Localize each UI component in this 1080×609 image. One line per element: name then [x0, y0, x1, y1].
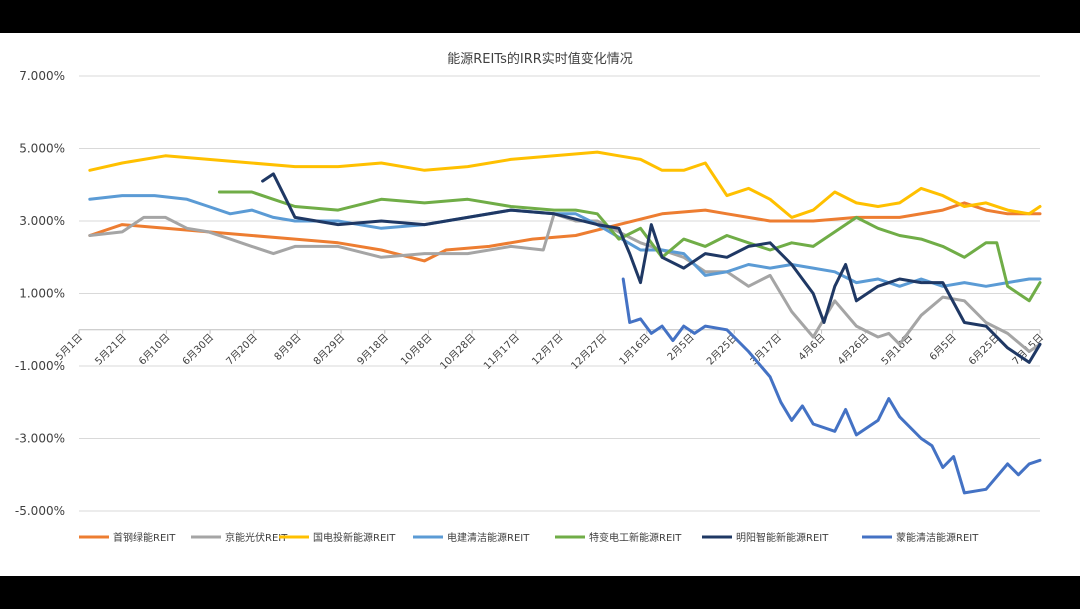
legend-item: 电建清洁能源REIT: [413, 531, 530, 544]
x-tick-label: 3月17日: [748, 331, 784, 367]
x-tick-label: 6月10日: [136, 331, 172, 367]
legend-label: 特变电工新能源REIT: [589, 531, 682, 544]
y-axis-ticks: 7.000% 5.000% 3.000% 1.000% -1.000% -3.000% -5…: [15, 69, 65, 518]
x-tick-label: 7月20日: [224, 331, 260, 367]
gridlines: [79, 75, 1040, 512]
legend: 首钢绿能REIT 京能光伏REIT 国电投新能源REIT 电建清洁能源REIT 特变电工…: [79, 531, 979, 544]
legend-label: 首钢绿能REIT: [113, 531, 176, 544]
y-tick-label: -5.000%: [15, 504, 65, 518]
series-line-1: [88, 212, 1042, 353]
x-tick-label: 5月21日: [93, 331, 129, 367]
x-tick-label: 9月18日: [355, 331, 391, 367]
y-tick-label: 7.000%: [19, 69, 65, 83]
x-tick-label: 5月16日: [879, 331, 915, 367]
series-line-4: [217, 190, 1042, 303]
y-tick-label: -3.000%: [15, 432, 65, 446]
legend-item: 明阳智能新能源REIT: [702, 531, 829, 544]
legend-item: 国电投新能源REIT: [279, 531, 396, 544]
legend-label: 明阳智能新能源REIT: [736, 531, 829, 544]
x-tick-label: 6月5日: [927, 331, 959, 363]
series-line-3: [88, 194, 1042, 288]
y-tick-label: 5.000%: [19, 142, 65, 156]
chart-title: 能源REITs的IRR实时值变化情况: [447, 51, 633, 67]
series-line-2: [88, 150, 1042, 219]
series-lines: [88, 150, 1042, 495]
legend-item: 蒙能清洁能源REIT: [862, 531, 979, 544]
legend-item: 首钢绿能REIT: [79, 531, 176, 544]
line-chart: 能源REITs的IRR实时值变化情况 7.000% 5.000% 3.000% 1.0…: [15, 51, 1046, 544]
x-tick-label: 12月7日: [529, 331, 565, 367]
legend-item: 特变电工新能源REIT: [555, 531, 682, 544]
x-tick-label: 4月26日: [835, 331, 871, 367]
series-line-0: [88, 201, 1042, 263]
y-tick-label: 1.000%: [19, 287, 65, 301]
x-tick-label: 6月30日: [180, 331, 216, 367]
legend-label: 国电投新能源REIT: [313, 531, 396, 544]
legend-label: 京能光伏REIT: [225, 531, 288, 544]
y-tick-label: 3.000%: [19, 214, 65, 228]
legend-label: 蒙能清洁能源REIT: [896, 531, 979, 544]
series-line-5: [261, 172, 1042, 364]
y-tick-label: -1.000%: [15, 359, 65, 373]
legend-label: 电建清洁能源REIT: [447, 531, 530, 544]
legend-item: 京能光伏REIT: [191, 531, 288, 544]
x-axis: [78, 329, 1041, 334]
chart-frame: 能源REITs的IRR实时值变化情况 7.000% 5.000% 3.000% 1.0…: [0, 33, 1080, 576]
x-tick-label: 5月1日: [53, 331, 85, 363]
x-tick-label: 1月16日: [617, 331, 653, 367]
x-tick-label: 10月8日: [398, 331, 434, 367]
x-tick-label: 8月29日: [311, 331, 347, 367]
series-line-6: [621, 277, 1042, 495]
x-tick-label: 8月9日: [272, 331, 304, 363]
